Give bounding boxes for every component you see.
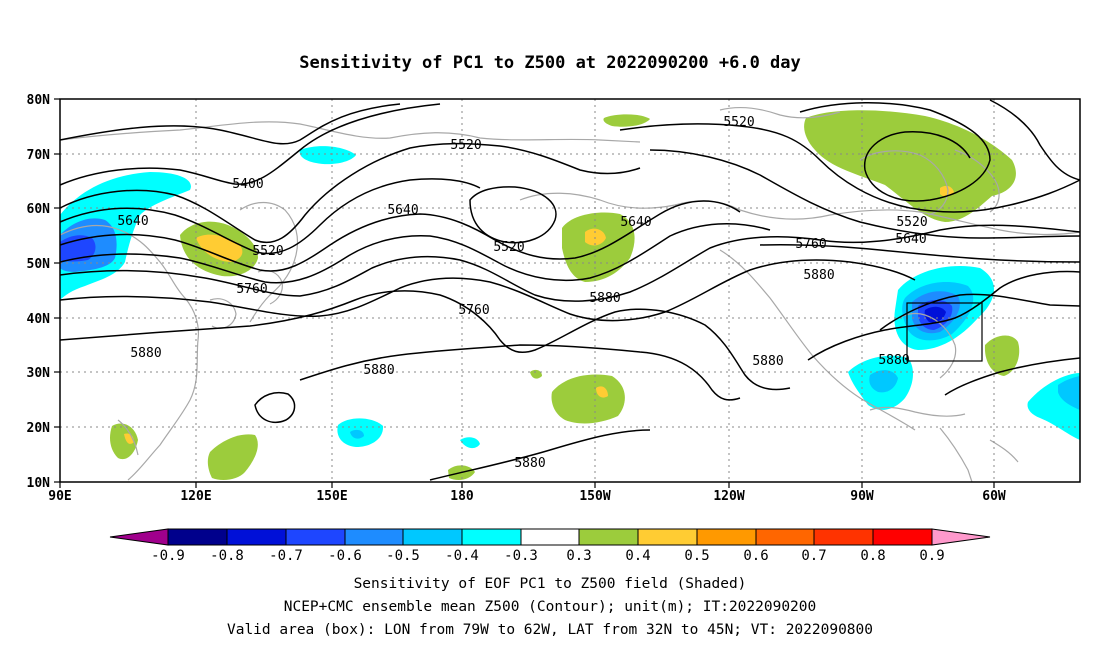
colorbar-bin xyxy=(167,528,228,546)
caption-shading: Sensitivity of EOF PC1 to Z500 field (Sh… xyxy=(354,576,747,592)
caption-contour: NCEP+CMC ensemble mean Z500 (Contour); u… xyxy=(284,599,817,615)
contour-label-5520-japan: 5520 xyxy=(252,244,283,259)
contour-label-5640-canada: 5640 xyxy=(895,232,926,247)
colorbar-label: -0.8 xyxy=(210,548,244,564)
contour-label-5400: 5400 xyxy=(232,177,263,192)
shade-arctic-negative xyxy=(299,146,356,165)
z500-contours xyxy=(59,99,1081,481)
contour-label-5880-south: 5880 xyxy=(514,456,545,471)
colorbar-label: -0.4 xyxy=(445,548,479,564)
lon-label: 120W xyxy=(713,489,744,504)
colorbar-bin xyxy=(637,528,698,546)
contour-label-5760-canada: 5760 xyxy=(795,237,826,252)
colorbar-bin xyxy=(285,528,346,546)
colorbar-label: 0.5 xyxy=(684,548,709,564)
contour-label-5520-pacific: 5520 xyxy=(450,138,481,153)
colorbar-label: -0.6 xyxy=(328,548,362,564)
colorbar: -0.9 -0.8 -0.7 -0.6 -0.5 -0.4 -0.3 0.3 0… xyxy=(109,528,991,564)
colorbar-label: 0.3 xyxy=(566,548,591,564)
contour-label-5880-asia: 5880 xyxy=(130,346,161,361)
map-frame xyxy=(59,98,1081,483)
lon-label: 150E xyxy=(316,489,347,504)
lat-label: 40N xyxy=(27,312,51,327)
contour-label-5640-siberia: 5640 xyxy=(117,214,148,229)
lat-label: 10N xyxy=(27,476,51,491)
coastlines xyxy=(59,106,1081,483)
colorbar-bin xyxy=(872,528,933,546)
contour-label-5880-canada: 5880 xyxy=(803,268,834,283)
shade-central-pacific-positive xyxy=(551,374,625,424)
colorbar-bin xyxy=(755,528,815,546)
shade-philippines-positive xyxy=(207,434,258,480)
contour-label-5880-tropics: 5880 xyxy=(363,363,394,378)
contour-label-5760-japan: 5760 xyxy=(236,282,267,297)
valid-area-box xyxy=(906,302,983,362)
figure-title: Sensitivity of PC1 to Z500 at 2022090200… xyxy=(299,53,801,73)
colorbar-labels: -0.9 -0.8 -0.7 -0.6 -0.5 -0.4 -0.3 0.3 0… xyxy=(151,548,945,564)
contour-label-5640-alaska: 5640 xyxy=(620,215,651,230)
colorbar-bin xyxy=(226,528,287,546)
colorbar-label: -0.7 xyxy=(269,548,303,564)
colorbar-label: 0.9 xyxy=(919,548,944,564)
colorbar-label: 0.7 xyxy=(801,548,826,564)
contour-label-5520-closed: 5520 xyxy=(493,240,524,255)
colorbar-label: 0.6 xyxy=(743,548,768,564)
lat-label: 60N xyxy=(27,202,51,217)
lon-label: 90E xyxy=(48,489,71,504)
contour-label-5880-mexico: 5880 xyxy=(752,354,783,369)
contour-label-5640-central: 5640 xyxy=(387,203,418,218)
colorbar-left-arrow xyxy=(109,528,169,546)
graticule xyxy=(60,99,1080,482)
lon-label: 90W xyxy=(850,489,874,504)
contour-label-5880-atlantic: 5880 xyxy=(878,353,909,368)
colorbar-bin xyxy=(696,528,757,546)
colorbar-bin xyxy=(813,528,874,546)
latitude-labels: 80N 70N 60N 50N 40N 30N 20N 10N xyxy=(27,93,51,491)
colorbar-label: -0.3 xyxy=(504,548,538,564)
lat-label: 70N xyxy=(27,148,51,163)
colorbar-label: -0.5 xyxy=(386,548,420,564)
colorbar-label: -0.9 xyxy=(151,548,185,564)
lat-label: 30N xyxy=(27,366,51,381)
longitude-labels: 90E 120E 150E 180 150W 120W 90W 60W xyxy=(48,489,1006,504)
map-panel: 5400 5520 5640 5520 5760 5880 5640 5520 … xyxy=(27,93,1081,504)
shade-gulf-of-alaska-positive xyxy=(562,212,635,282)
shade-arctic-positive xyxy=(603,114,650,127)
colorbar-label: 0.4 xyxy=(625,548,650,564)
contour-label-5880-pacific: 5880 xyxy=(589,291,620,306)
colorbar-right-arrow xyxy=(931,528,991,546)
lon-label: 120E xyxy=(180,489,211,504)
lon-label: 60W xyxy=(982,489,1006,504)
lon-label: 180 xyxy=(450,489,474,504)
colorbar-bin xyxy=(578,528,639,546)
colorbar-bin xyxy=(461,528,522,546)
lat-label: 50N xyxy=(27,257,51,272)
contour-labels: 5400 5520 5640 5520 5760 5880 5640 5520 … xyxy=(117,115,927,471)
contour-label-5520-canada: 5520 xyxy=(896,215,927,230)
colorbar-label: 0.8 xyxy=(860,548,885,564)
colorbar-bin xyxy=(520,528,580,546)
colorbar-bin xyxy=(402,528,463,546)
lon-label: 150W xyxy=(579,489,610,504)
lat-label: 80N xyxy=(27,93,51,108)
shade-hudson-positive xyxy=(804,110,1016,222)
caption-valid-area: Valid area (box): LON from 79W to 62W, L… xyxy=(227,622,873,638)
colorbar-bin xyxy=(344,528,404,546)
contour-label-5760-pacific: 5760 xyxy=(458,303,489,318)
contour-label-5520-arctic: 5520 xyxy=(723,115,754,130)
lat-label: 20N xyxy=(27,421,51,436)
tick-marks xyxy=(54,98,995,488)
